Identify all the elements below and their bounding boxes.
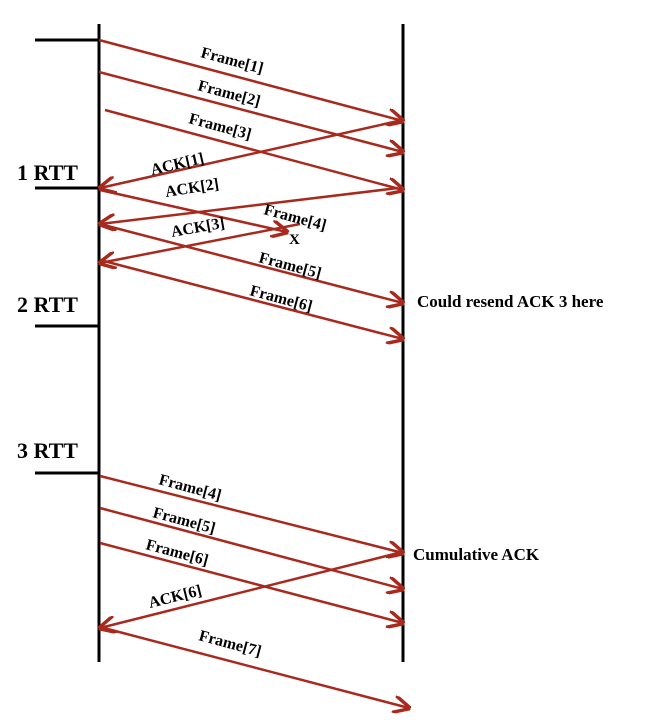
arrow-ack-1 bbox=[100, 119, 399, 188]
arrow-frame-5-resend bbox=[99, 506, 403, 589]
arrow-ack-2 bbox=[100, 186, 399, 224]
note-cumulative-ack: Cumulative ACK bbox=[413, 545, 540, 564]
label-frame-5: Frame[5] bbox=[257, 249, 323, 282]
rtt-2-label: 2 RTT bbox=[17, 292, 78, 317]
arrow-frame-2 bbox=[98, 70, 403, 152]
arrow-frame-7 bbox=[99, 625, 409, 708]
arrow-frame-6 bbox=[99, 258, 403, 339]
lost-frame-x-icon: X bbox=[289, 232, 300, 248]
label-frame-5-resend: Frame[5] bbox=[151, 504, 217, 537]
rtt-1-label: 1 RTT bbox=[17, 160, 78, 185]
arrow-ack-3 bbox=[100, 222, 301, 263]
label-ack-6: ACK[6] bbox=[147, 582, 204, 612]
arrow-frame-6-resend bbox=[99, 541, 403, 623]
label-frame-3: Frame[3] bbox=[187, 110, 253, 143]
label-frame-6: Frame[6] bbox=[248, 282, 314, 315]
arrow-frame-4-resend bbox=[99, 474, 403, 553]
arrow-frame-5 bbox=[99, 222, 403, 303]
label-ack-2: ACK[2] bbox=[164, 176, 220, 201]
rtt-3-label: 3 RTT bbox=[17, 438, 78, 463]
arrow-frame-1 bbox=[98, 38, 403, 121]
label-frame-1: Frame[1] bbox=[199, 44, 265, 77]
label-ack-3: ACK[3] bbox=[170, 215, 226, 241]
note-resend-ack: Could resend ACK 3 here bbox=[417, 292, 604, 311]
arrow-frame-3 bbox=[104, 108, 403, 190]
arrow-frame-4-lost bbox=[99, 188, 287, 232]
label-ack-1: ACK[1] bbox=[149, 150, 206, 179]
arrow-ack-6 bbox=[100, 551, 399, 628]
